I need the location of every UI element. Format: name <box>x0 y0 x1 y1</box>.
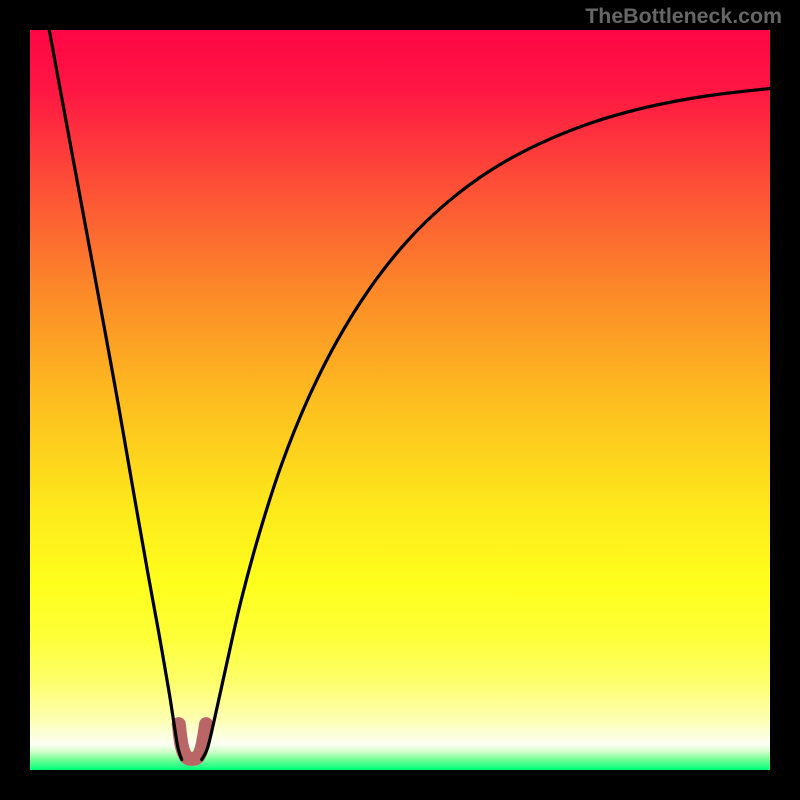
bottleneck-curve-svg <box>0 0 800 800</box>
watermark-text: TheBottleneck.com <box>585 4 782 29</box>
valley-marker <box>179 724 206 759</box>
curve-left-branch <box>49 30 181 760</box>
curve-right-branch <box>202 88 770 759</box>
